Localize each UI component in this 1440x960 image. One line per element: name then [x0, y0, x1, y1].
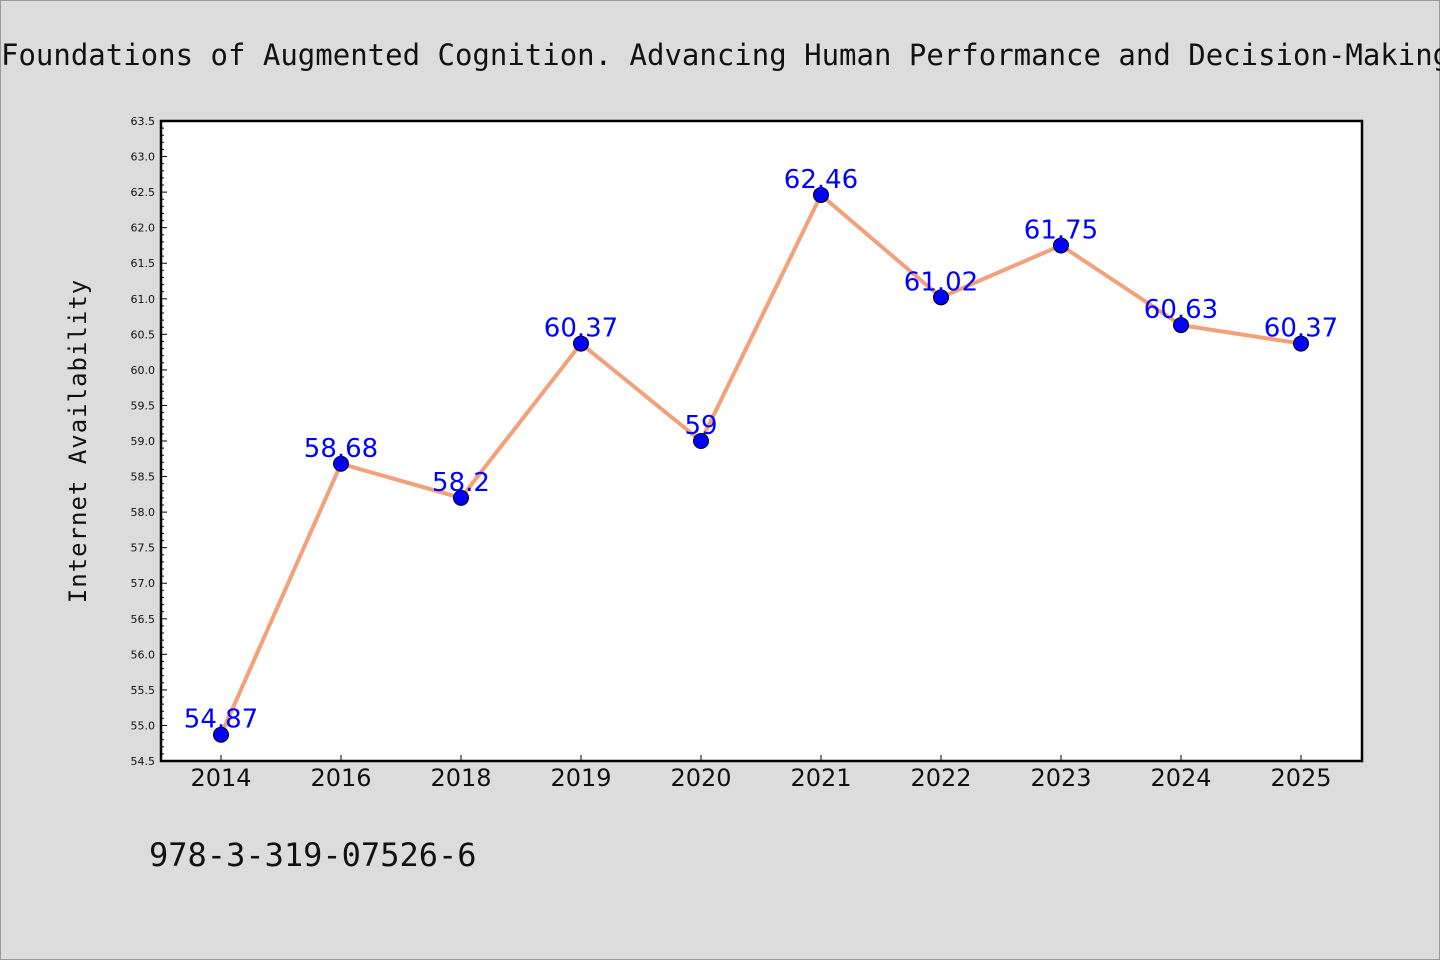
y-tick-label: 58.5: [131, 471, 156, 484]
y-axis-label: Internet Availability: [64, 279, 92, 603]
data-point: [1293, 335, 1309, 352]
y-tick-label: 57.0: [131, 577, 156, 590]
x-tick-label: 2018: [430, 764, 491, 792]
x-tick-label: 2014: [190, 764, 251, 792]
y-tick-label: 60.5: [131, 328, 156, 341]
data-point: [1173, 317, 1189, 334]
data-label: 58.68: [304, 434, 378, 464]
y-tick-label: 55.0: [131, 719, 156, 732]
y-tick-label: 59.0: [131, 435, 156, 448]
data-label: 61.02: [904, 267, 978, 297]
data-point: [693, 433, 709, 449]
data-label: 60.37: [544, 314, 618, 344]
data-label: 59: [684, 411, 717, 441]
y-tick-label: 54.5: [131, 755, 156, 768]
data-point: [213, 726, 229, 743]
x-tick-label: 2020: [670, 764, 731, 792]
y-tick-label: 59.5: [131, 399, 156, 412]
chart-title: Foundations of Augmented Cognition. Adva…: [1, 38, 1440, 72]
data-point: [333, 455, 349, 472]
y-tick-label: 62.0: [131, 222, 156, 235]
x-tick-label: 2019: [550, 764, 611, 792]
data-point: [453, 489, 469, 506]
data-label: 58.2: [432, 468, 490, 498]
series-line: [219, 192, 1303, 737]
x-tick-label: 2024: [1150, 764, 1211, 792]
data-label: 54.87: [184, 705, 258, 735]
data-label: 60.37: [1264, 314, 1338, 344]
x-tick-label: 2016: [310, 764, 371, 792]
data-point: [933, 289, 949, 306]
x-tick-label: 2025: [1270, 764, 1331, 792]
data-label: 60.63: [1144, 295, 1218, 325]
y-tick-label: 57.5: [131, 542, 156, 555]
y-tick-label: 61.5: [131, 257, 156, 270]
isbn-footer: 978-3-319-07526-6: [149, 836, 477, 874]
y-tick-label: 58.0: [131, 506, 156, 519]
y-tick-label: 56.0: [131, 648, 156, 661]
data-label: 61.75: [1024, 215, 1098, 245]
y-tick-label: 56.5: [131, 613, 156, 626]
x-tick-label: 2022: [910, 764, 971, 792]
y-tick-label: 55.5: [131, 684, 156, 697]
x-tick-label: 2023: [1030, 764, 1091, 792]
data-point: [1053, 237, 1069, 254]
y-tick-label: 63.0: [131, 151, 156, 164]
y-tick-label: 61.0: [131, 293, 156, 306]
data-label: 62.46: [784, 165, 858, 195]
data-point: [573, 335, 589, 352]
y-tick-label: 62.5: [131, 186, 156, 199]
y-tick-label: 60.0: [131, 364, 156, 377]
x-tick-label: 2021: [790, 764, 851, 792]
plot-frame: [159, 119, 1364, 763]
plot-area: [161, 121, 1362, 761]
data-point: [813, 186, 829, 203]
y-tick-label: 63.5: [131, 115, 156, 128]
